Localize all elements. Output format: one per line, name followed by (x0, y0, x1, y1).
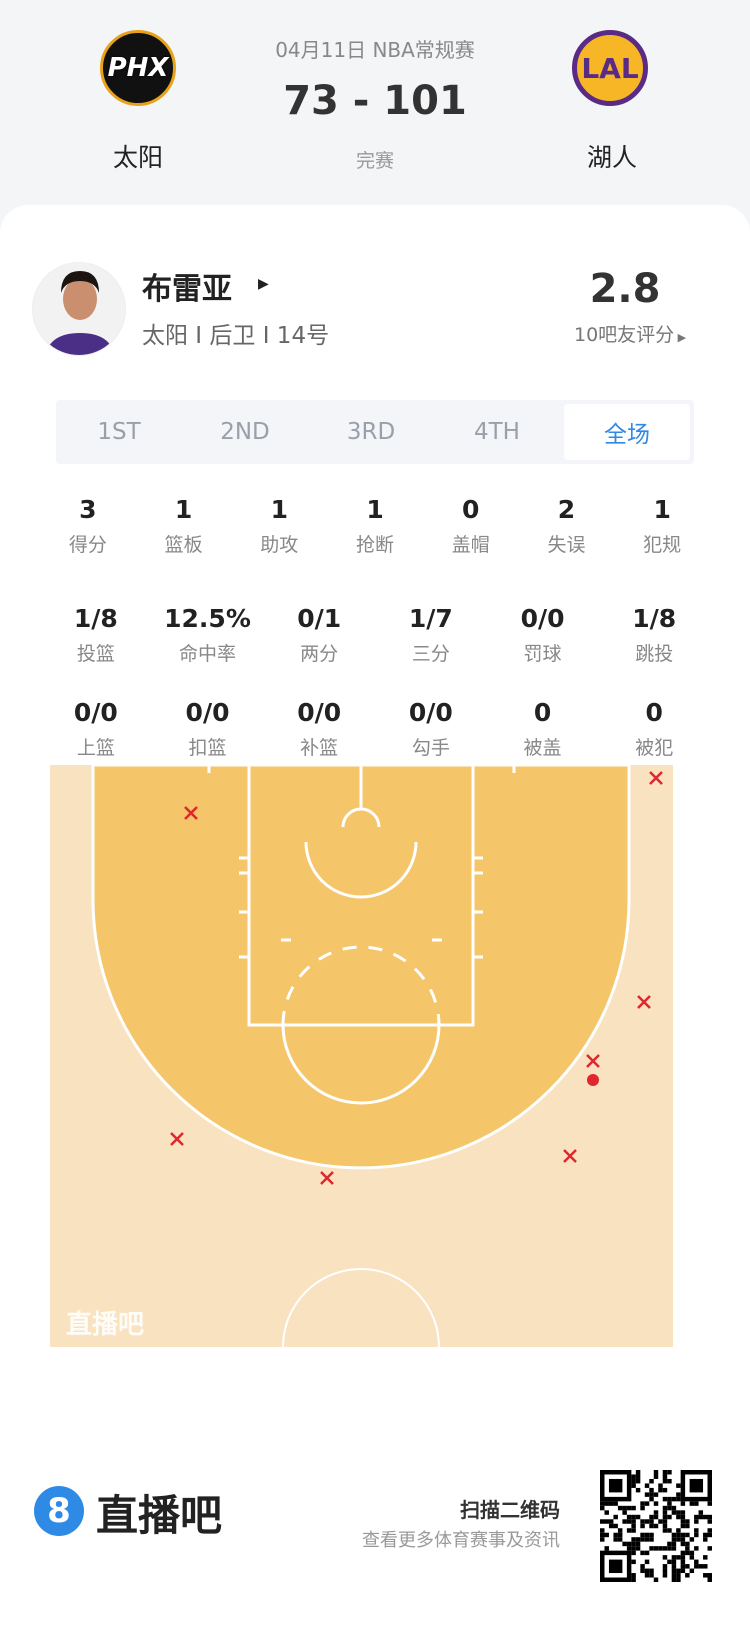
stat-item: 2 失误 (519, 495, 615, 557)
player-name[interactable]: 布雷亚 (142, 272, 232, 307)
player-avatar[interactable] (32, 262, 126, 356)
stat-label: 得分 (68, 534, 107, 556)
stat-label: 命中率 (179, 643, 237, 665)
stat-label: 盖帽 (451, 534, 490, 556)
stat-value: 0 (645, 698, 663, 727)
stats-row-basic: 3 得分 1 篮板 1 助攻 1 抢断 0 盖帽 2 失误 1 犯规 (40, 495, 710, 557)
stat-item: 1 助攻 (231, 495, 327, 557)
away-team-name[interactable]: 湖人 (586, 143, 637, 172)
stat-label: 抢断 (356, 534, 395, 556)
stat-value: 1/8 (73, 604, 118, 633)
shot-miss-marker (637, 995, 651, 1009)
stat-value: 1 (270, 495, 288, 524)
tab-3rd[interactable]: 3RD (346, 419, 396, 445)
player-rating: 2.8 (589, 266, 661, 312)
stat-item: 0 被盖 (487, 698, 599, 760)
stat-item: 0/0 罚球 (487, 604, 599, 666)
stat-item: 1 犯规 (614, 495, 710, 557)
stat-value: 0 (462, 495, 480, 524)
lal-logo: LAL (572, 30, 648, 106)
stat-item: 12.5% 命中率 (152, 604, 264, 666)
stat-value: 0/0 (520, 604, 565, 633)
shot-miss-marker (170, 1132, 184, 1146)
shot-made-marker (587, 1074, 599, 1086)
stat-label: 扣篮 (188, 737, 227, 759)
stat-label: 篮板 (164, 534, 203, 556)
match-date-league: 04月11日 NBA常规赛 (275, 38, 475, 62)
shot-miss-marker (563, 1149, 577, 1163)
stat-item: 3 得分 (40, 495, 136, 557)
stat-label: 勾手 (411, 737, 450, 759)
scan-qr-sub: 查看更多体育赛事及资讯 (362, 1530, 560, 1551)
brand-logo-icon: 8 (34, 1486, 84, 1536)
phx-logo: PHX (100, 30, 176, 106)
shot-chart-court: 直播吧 (50, 765, 673, 1347)
shot-miss-marker (320, 1171, 334, 1185)
stat-value: 1 (174, 495, 193, 524)
player-info: 太阳 I 后卫 I 14号 (142, 323, 330, 349)
stat-item: 1/8 跳投 (598, 604, 710, 666)
stats-row-shot-types: 0/0 上篮 0/0 扣篮 0/0 补篮 0/0 勾手 0 被盖 0 被犯 (40, 698, 710, 760)
stat-label: 三分 (411, 643, 450, 665)
stat-label: 两分 (300, 643, 339, 665)
tab-1st[interactable]: 1ST (97, 419, 141, 445)
caret-right-icon: ▶ (674, 331, 687, 344)
stat-item: 0 盖帽 (423, 495, 519, 557)
stat-value: 0 (533, 698, 552, 727)
stat-label: 被犯 (635, 737, 674, 759)
stat-item: 0/0 补篮 (263, 698, 375, 760)
rating-link[interactable]: 10吧友评分 ▶ (574, 324, 687, 346)
stat-item: 0/0 扣篮 (152, 698, 264, 760)
stat-item: 0/0 上篮 (40, 698, 152, 760)
stat-value: 0/0 (297, 698, 342, 727)
watermark: 直播吧 (66, 1310, 144, 1340)
stat-value: 0/0 (408, 698, 453, 727)
stat-label: 助攻 (260, 534, 299, 556)
stat-label: 犯规 (643, 534, 682, 556)
stat-item: 0/1 两分 (263, 604, 375, 666)
stat-value: 0/1 (297, 604, 342, 633)
stat-value: 0/0 (185, 698, 230, 727)
stat-label: 跳投 (635, 643, 674, 665)
match-score: 73 - 101 (283, 78, 467, 124)
period-tabs: 1ST 2ND 3RD 4TH 全场 (56, 400, 694, 464)
stat-value: 0/0 (73, 698, 118, 727)
home-team-name[interactable]: 太阳 (112, 143, 163, 172)
stat-item: 0 被犯 (598, 698, 710, 760)
stat-value: 1/8 (632, 604, 677, 633)
stat-label: 被盖 (523, 737, 562, 759)
stat-value: 3 (79, 495, 97, 524)
stat-label: 上篮 (76, 737, 115, 759)
stat-label: 失误 (547, 534, 586, 556)
shot-miss-marker (586, 1054, 600, 1068)
stat-item: 0/0 勾手 (375, 698, 487, 760)
stat-label: 罚球 (523, 643, 562, 665)
brand-name: 直播吧 (96, 1491, 223, 1540)
stat-value: 1 (366, 495, 384, 524)
stat-item: 1/7 三分 (375, 604, 487, 666)
stat-label: 投篮 (76, 643, 115, 665)
stats-row-shooting: 1/8 投篮 12.5% 命中率 0/1 两分 1/7 三分 0/0 罚球 1/8 跳投 (40, 604, 710, 666)
caret-right-icon[interactable]: ▶ (258, 276, 269, 292)
stat-item: 1/8 投篮 (40, 604, 152, 666)
shot-miss-marker (649, 771, 663, 785)
stat-item: 1 抢断 (327, 495, 423, 557)
qr-code (600, 1470, 712, 1582)
match-status: 完赛 (355, 150, 394, 172)
stat-label: 补篮 (300, 737, 339, 759)
stat-value: 1/7 (408, 604, 453, 633)
stat-value: 12.5% (164, 604, 251, 633)
tab-4th[interactable]: 4TH (474, 419, 520, 445)
shot-miss-marker (184, 806, 198, 820)
scan-qr-label: 扫描二维码 (460, 1498, 560, 1522)
stat-value: 1 (653, 495, 671, 524)
tab-2nd[interactable]: 2ND (220, 419, 270, 445)
stat-item: 1 篮板 (136, 495, 232, 557)
tab-全场[interactable]: 全场 (564, 404, 690, 460)
stat-value: 2 (557, 495, 576, 524)
